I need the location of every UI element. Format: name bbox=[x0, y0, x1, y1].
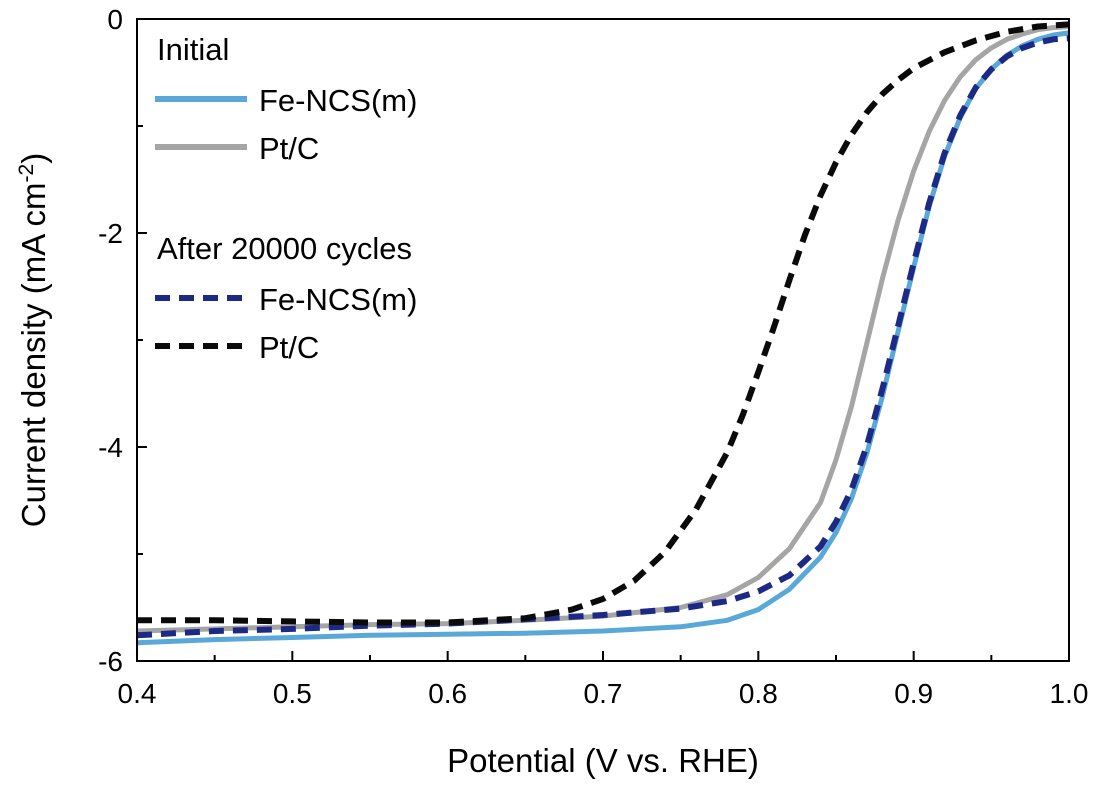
legend-label-ptc-after: Pt/C bbox=[259, 330, 319, 365]
x-tick-label: 0.4 bbox=[118, 678, 157, 709]
y-axis-title: Current density (mA cm-2) bbox=[15, 153, 52, 527]
y-tick-label: 0 bbox=[107, 4, 123, 35]
x-tick-label: 0.6 bbox=[428, 678, 467, 709]
x-tick-label: 1.0 bbox=[1050, 678, 1089, 709]
legend: Initial Fe-NCS(m) Pt/C After 20000 cycle… bbox=[155, 32, 417, 365]
y-axis-title-close: ) bbox=[15, 153, 52, 164]
y-tick-label: -2 bbox=[98, 218, 123, 249]
series-line-pt-c-after-20000-cycles bbox=[137, 21, 1070, 626]
legend-label-fe-ncs-initial: Fe-NCS(m) bbox=[259, 83, 417, 118]
x-tick-label: 0.7 bbox=[584, 678, 623, 709]
y-tick-label: -6 bbox=[98, 646, 123, 677]
y-axis-title-superscript: -2 bbox=[15, 164, 38, 183]
series-curves bbox=[136, 21, 1070, 646]
legend-group-after-cycles-title: After 20000 cycles bbox=[157, 231, 412, 266]
y-axis-title-main: Current density (mA cm bbox=[15, 182, 52, 527]
y-axis-ticks: 0 -2 -4 -6 bbox=[98, 4, 147, 677]
x-tick-label: 0.8 bbox=[739, 678, 778, 709]
x-axis-title: Potential (V vs. RHE) bbox=[447, 742, 759, 779]
y-tick-label: -4 bbox=[98, 432, 123, 463]
x-axis-ticks: 0.4 0.5 0.6 0.7 0.8 0.9 1.0 bbox=[118, 651, 1089, 709]
legend-group-initial-title: Initial bbox=[157, 32, 229, 67]
legend-label-fe-ncs-after: Fe-NCS(m) bbox=[259, 282, 417, 317]
x-tick-label: 0.5 bbox=[273, 678, 312, 709]
x-tick-label: 0.9 bbox=[894, 678, 933, 709]
legend-label-ptc-initial: Pt/C bbox=[259, 131, 319, 166]
